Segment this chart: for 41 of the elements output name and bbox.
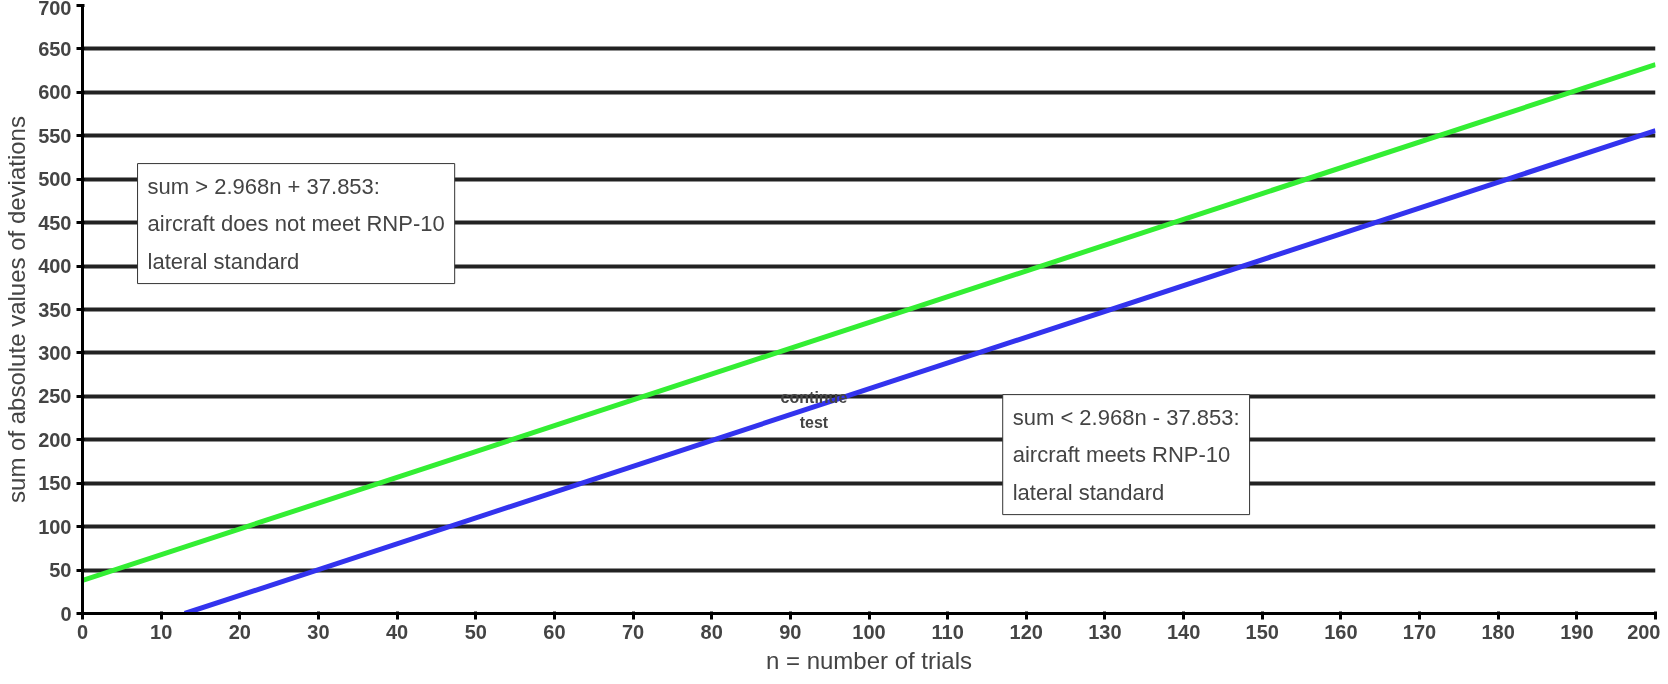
x-tick-label: 160 [1324, 620, 1358, 643]
x-tick-label: 60 [543, 620, 566, 643]
annotation: sum > 2.968n + 37.853: aircraft does not meet RNP-10 lateral standard [147, 173, 445, 274]
y-tick-label: 500 [38, 168, 72, 191]
y-tick-label: 550 [38, 124, 72, 147]
x-tick-label: 10 [150, 620, 173, 643]
y-tick-label: 200 [38, 428, 72, 451]
x-tick-label: 120 [1009, 620, 1043, 643]
y-tick-label: 50 [49, 559, 72, 582]
x-tick-label: 190 [1560, 620, 1594, 643]
y-tick-label: 450 [38, 211, 72, 234]
annotation: continue test [780, 388, 848, 432]
y-tick-label: 650 [38, 37, 72, 60]
y-axis-title: sum of absolute values of deviations [3, 116, 31, 503]
y-tick-label: 150 [38, 472, 72, 495]
x-tick-label: 130 [1088, 620, 1122, 643]
x-tick-label: 140 [1166, 620, 1201, 643]
x-tick-label: 50 [464, 620, 487, 643]
y-tick-label: 250 [38, 385, 72, 408]
x-tick-label: 80 [700, 620, 723, 643]
x-tick-label: 70 [621, 620, 645, 643]
y-tick-label: 400 [38, 255, 72, 278]
y-tick-label: 700 [38, 0, 72, 19]
x-tick-label: 100 [852, 620, 886, 643]
x-tick-label: 20 [228, 620, 251, 643]
x-tick-label: 180 [1481, 620, 1515, 643]
x-tick-label: 110 [931, 620, 964, 643]
y-tick-label: 350 [38, 298, 72, 321]
y-tick-label: 0 [60, 602, 72, 625]
y-tick-label: 100 [38, 515, 72, 538]
x-tick-label: 30 [307, 620, 330, 643]
y-tick-label: 300 [38, 341, 72, 364]
x-axis-title: n = number of trials [765, 646, 973, 674]
annotation: sum < 2.968n - 37.853: aircraft meets RNP-10 lateral standard [1012, 404, 1240, 505]
x-tick-label: 90 [779, 620, 802, 643]
x-tick-label: 200 [1627, 620, 1661, 643]
x-tick-label: 0 [76, 620, 89, 643]
x-tick-label: 40 [385, 620, 409, 643]
x-tick-label: 150 [1245, 620, 1279, 643]
y-tick-label: 600 [38, 81, 72, 104]
x-tick-label: 170 [1402, 620, 1437, 643]
